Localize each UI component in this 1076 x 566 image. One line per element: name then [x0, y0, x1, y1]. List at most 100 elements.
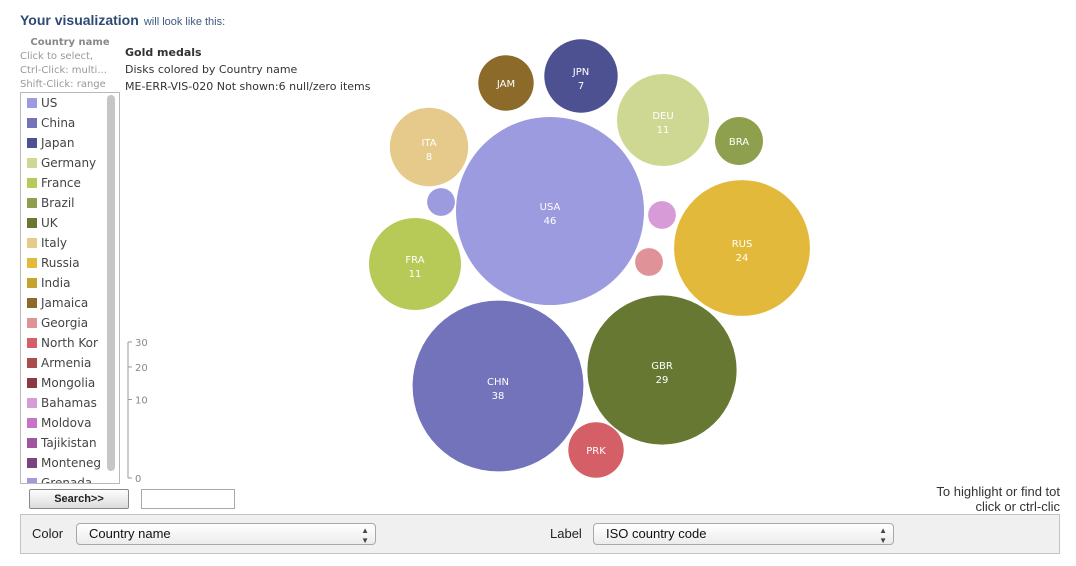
legend-swatch: [27, 298, 37, 308]
bubble-disk: [587, 295, 737, 445]
label-select[interactable]: ISO country code ▲ ▼: [593, 523, 894, 545]
bubble-disk: [369, 218, 461, 310]
legend-item[interactable]: Mongolia: [21, 373, 105, 393]
legend-swatch: [27, 198, 37, 208]
legend-item-label: Italy: [41, 236, 68, 250]
chart-note: ME-ERR-VIS-020 Not shown:6 null/zero ite…: [125, 80, 371, 93]
legend-item[interactable]: Russia: [21, 253, 105, 273]
legend-item[interactable]: India: [21, 273, 105, 293]
legend-item-label: Mongolia: [41, 376, 96, 390]
visualization-subheading: will look like this:: [143, 16, 226, 28]
search-button[interactable]: Search>>: [29, 489, 129, 509]
bubble-label: FRA: [405, 255, 424, 266]
legend-item[interactable]: Moldova: [21, 413, 105, 433]
select-arrows-icon: ▲ ▼: [361, 526, 369, 545]
legend-item[interactable]: Georgia: [21, 313, 105, 333]
search-input[interactable]: [141, 489, 235, 509]
legend-item-label: Brazil: [41, 196, 75, 210]
bubble-jam[interactable]: JAM: [478, 55, 534, 111]
bubble-disk: [456, 117, 644, 305]
bubble-prk[interactable]: PRK: [568, 422, 624, 478]
legend-swatch: [27, 278, 37, 288]
legend-item-label: Russia: [41, 256, 80, 270]
label-label: Label: [550, 526, 582, 541]
legend-item-label: North Kor: [41, 336, 98, 350]
legend-swatch: [27, 178, 37, 188]
legend-item-label: Bahamas: [41, 396, 97, 410]
legend-swatch: [27, 458, 37, 468]
legend-hint-line: Shift-Click: range: [20, 79, 106, 90]
bubble-usa[interactable]: USA 46: [456, 117, 644, 305]
legend-item[interactable]: France: [21, 173, 105, 193]
bubble-bhs[interactable]: [648, 201, 676, 229]
legend-swatch: [27, 438, 37, 448]
legend-item[interactable]: Tajikistan: [21, 433, 105, 453]
bubble-rus[interactable]: RUS 24: [674, 180, 810, 316]
legend-title: Country name: [30, 37, 110, 48]
legend-item-label: Monteneg: [41, 456, 101, 470]
legend-swatch: [27, 258, 37, 268]
bubble-disk: [389, 107, 469, 187]
bubble-value: 8: [426, 152, 432, 163]
legend-swatch: [27, 418, 37, 428]
legend-item[interactable]: Armenia: [21, 353, 105, 373]
bubble-disk: [544, 39, 618, 113]
hint-line: To highlight or find tot: [936, 484, 1060, 499]
select-arrows-icon: ▲ ▼: [879, 526, 887, 545]
bubble-bra[interactable]: BRA: [715, 117, 763, 165]
size-axis-tick-label: 0: [135, 474, 141, 485]
legend-item[interactable]: Germany: [21, 153, 105, 173]
bubble-value: 46: [544, 216, 557, 227]
bubble-ita[interactable]: ITA 8: [389, 107, 469, 187]
legend-item[interactable]: Brazil: [21, 193, 105, 213]
bubble-geo[interactable]: [635, 248, 663, 276]
legend-scrollbar[interactable]: [107, 95, 115, 471]
legend-item[interactable]: UK: [21, 213, 105, 233]
bubble-value: 38: [492, 391, 505, 402]
bubble-disk: [478, 55, 534, 111]
legend-swatch: [27, 478, 37, 483]
color-select[interactable]: Country name ▲ ▼: [76, 523, 376, 545]
size-axis-tick-label: 30: [135, 338, 148, 349]
legend-item-label: UK: [41, 216, 58, 230]
legend-item[interactable]: North Kor: [21, 333, 105, 353]
legend-item[interactable]: Japan: [21, 133, 105, 153]
legend-list[interactable]: US China Japan Germany France Brazil UK Italy Ru…: [20, 92, 120, 484]
bubble-disk: [674, 180, 810, 316]
bubble-label: CHN: [487, 377, 509, 388]
bubble-label: DEU: [652, 111, 673, 122]
legend-swatch: [27, 158, 37, 168]
legend-item[interactable]: China: [21, 113, 105, 133]
control-bar: Color Country name ▲ ▼ Label ISO country …: [20, 514, 1060, 554]
legend-item[interactable]: Bahamas: [21, 393, 105, 413]
legend-swatch: [27, 358, 37, 368]
bubble-disk: [635, 248, 663, 276]
size-legend-axis: 30 20 10 0: [127, 338, 148, 485]
legend-swatch: [27, 318, 37, 328]
bubble-chn[interactable]: CHN 38: [412, 300, 584, 472]
legend-item[interactable]: US: [21, 93, 105, 113]
bubble-label: JAM: [496, 79, 515, 90]
bubble-deu[interactable]: DEU 11: [617, 74, 709, 166]
bubble-label: GBR: [651, 361, 673, 372]
legend-swatch: [27, 138, 37, 148]
legend-swatch: [27, 218, 37, 228]
visualization-heading: Your visualization: [20, 12, 139, 28]
bubble-gbr[interactable]: GBR 29: [587, 295, 737, 445]
legend-swatch: [27, 238, 37, 248]
bubble-value: 11: [657, 125, 670, 136]
bubble-value: 29: [656, 375, 669, 386]
bubble-label: BRA: [729, 137, 749, 148]
legend-item[interactable]: Jamaica: [21, 293, 105, 313]
highlight-hint: To highlight or find tot click or ctrl-c…: [900, 484, 1060, 514]
legend-item[interactable]: Italy: [21, 233, 105, 253]
legend-hint-line: Ctrl-Click: multi...: [20, 65, 107, 76]
bubble-label: PRK: [586, 446, 606, 457]
legend-item-label: Jamaica: [41, 296, 89, 310]
bubble-grd[interactable]: [427, 188, 455, 216]
legend-item[interactable]: Monteneg: [21, 453, 105, 473]
legend-item[interactable]: Grenada: [21, 473, 105, 483]
bubble-fra[interactable]: FRA 11: [369, 218, 461, 310]
bubble-jpn[interactable]: JPN 7: [544, 39, 618, 113]
